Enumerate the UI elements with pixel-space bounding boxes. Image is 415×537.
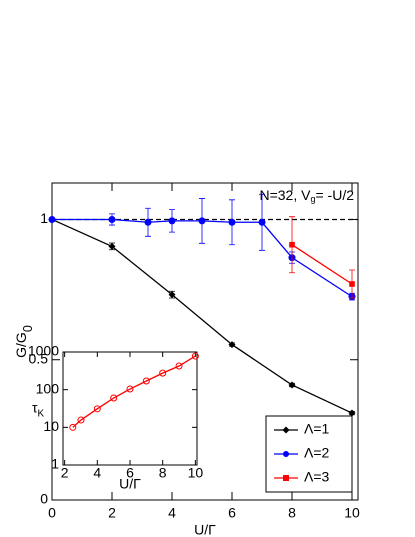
- marker: [228, 341, 236, 349]
- y-tick-label: 0: [40, 491, 48, 507]
- x-axis-label: U/Γ: [119, 476, 141, 492]
- x-tick-label: 10: [344, 505, 360, 521]
- y-tick-label: 0.5: [29, 350, 49, 366]
- plot-area: 2 4 6 8 10 1 10 100 1000 U/Γ τK: [28, 343, 204, 492]
- marker: [198, 217, 206, 225]
- marker: [77, 416, 85, 424]
- x-tick-label: 4: [93, 465, 101, 481]
- x-tick-label: 4: [168, 505, 176, 521]
- marker: [191, 352, 199, 360]
- y-tick-label: 100: [36, 380, 60, 396]
- x-tick-label: 8: [159, 465, 167, 481]
- marker: [289, 241, 295, 248]
- x-axis-label: U/Γ: [194, 522, 216, 537]
- marker: [349, 281, 355, 287]
- marker: [48, 215, 56, 223]
- marker: [258, 218, 266, 226]
- legend-label: Λ=3: [304, 469, 330, 485]
- legend-label: Λ=1: [304, 421, 330, 437]
- marker: [93, 405, 101, 413]
- marker: [168, 291, 176, 299]
- annotation: N=32, Vg= -U/2: [259, 187, 354, 205]
- annotation-text: N=32, V: [259, 187, 311, 203]
- y-tick-label: 1: [40, 210, 48, 226]
- y-tick-label: 1: [51, 456, 59, 472]
- marker: [348, 409, 356, 417]
- y-axis-label-main: τ: [32, 399, 38, 415]
- inset-plot: 2 4 6 8 10 1 10 100 1000 U/Γ τK: [28, 343, 204, 492]
- legend-marker: [282, 426, 290, 434]
- x-tick-label: 6: [126, 465, 134, 481]
- marker: [69, 423, 77, 431]
- y-axis-label-sub: 0: [21, 325, 35, 332]
- annotation-sub: g: [310, 194, 315, 204]
- y-axis-label: τK: [32, 399, 45, 419]
- y-tick-label: 1000: [28, 343, 59, 359]
- x-tick-label: 2: [61, 465, 69, 481]
- series-line: [72, 355, 196, 428]
- series-line: [51, 218, 353, 414]
- x-tick-label: 2: [108, 505, 116, 521]
- marker: [144, 218, 152, 226]
- marker: [168, 217, 176, 225]
- marker: [142, 377, 150, 385]
- y-axis-label-main: G/G: [13, 332, 29, 358]
- marker: [110, 394, 118, 402]
- y-axis-label: G/G0: [13, 325, 36, 358]
- marker: [228, 218, 236, 226]
- y-axis-label-sub: K: [37, 408, 44, 419]
- legend-marker: [283, 451, 289, 457]
- legend-label: Λ=2: [304, 445, 330, 461]
- marker: [175, 362, 183, 370]
- y-tick-label: 10: [43, 418, 59, 434]
- annotation-text: = -U/2: [315, 187, 354, 203]
- marker: [108, 242, 116, 250]
- x-tick-label: 8: [288, 505, 296, 521]
- legend-marker: [283, 475, 289, 481]
- plot-frame: [62, 351, 198, 466]
- x-tick-label: 10: [188, 465, 204, 481]
- marker: [288, 381, 296, 389]
- series-line: [291, 244, 353, 285]
- legend: Λ=1 Λ=2 Λ=3: [265, 415, 353, 493]
- marker: [159, 369, 167, 377]
- x-tick-label: 0: [48, 505, 56, 521]
- x-tick-label: 6: [228, 505, 236, 521]
- marker: [126, 385, 134, 393]
- marker: [108, 215, 116, 223]
